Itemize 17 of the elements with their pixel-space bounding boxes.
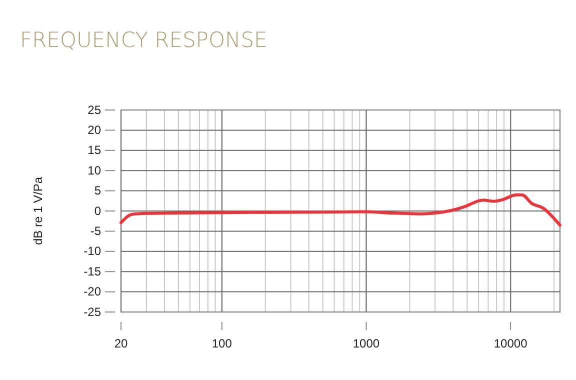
- x-tick-label: 100: [212, 336, 232, 350]
- x-tick-label: 1000: [352, 336, 380, 350]
- y-tick-label: 10: [88, 163, 102, 178]
- y-axis-title: dB re 1 V/Pa: [31, 176, 45, 246]
- y-tick-label: 25: [88, 102, 102, 117]
- y-tick-label: -10: [84, 244, 102, 258]
- chart-title: FREQUENCY RESPONSE: [20, 28, 268, 52]
- y-tick-label: -20: [84, 284, 102, 299]
- y-tick-label: -15: [84, 264, 102, 278]
- y-tick-label: -5: [90, 224, 102, 238]
- y-tick-label: -25: [84, 304, 102, 319]
- y-tick-label: 0: [94, 204, 102, 218]
- y-tick-label: 5: [94, 184, 102, 198]
- x-tick-label: 20: [114, 336, 128, 350]
- y-tick-label: 15: [88, 143, 102, 158]
- x-tick-label: 10000: [494, 336, 528, 350]
- y-tick-label: 20: [88, 123, 102, 138]
